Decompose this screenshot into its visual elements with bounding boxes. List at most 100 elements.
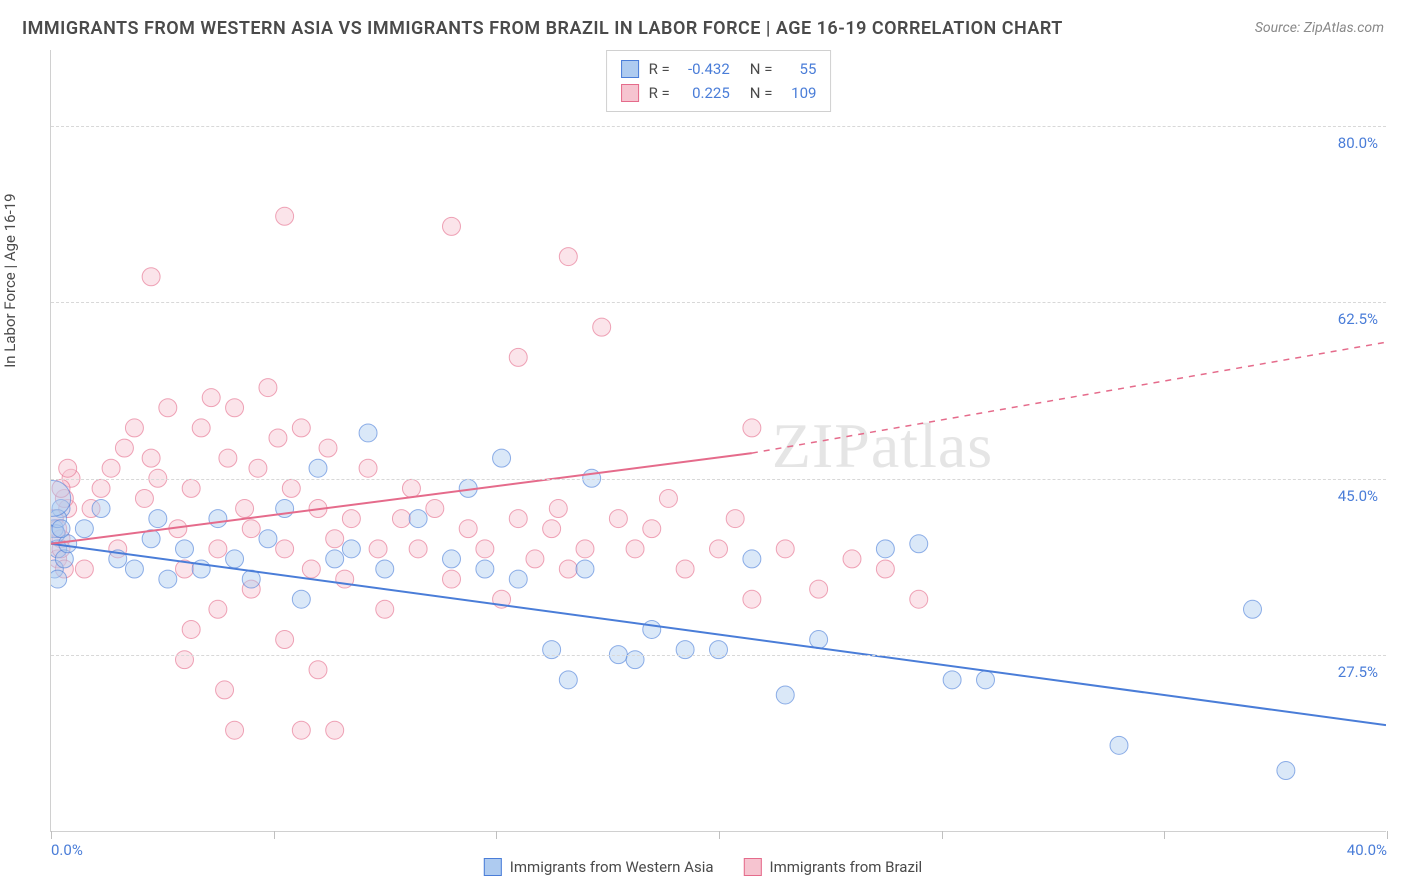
data-point	[443, 217, 461, 235]
legend-swatch	[484, 858, 502, 876]
y-tick-label: 62.5%	[1338, 310, 1378, 328]
gridline	[51, 655, 1386, 656]
data-point	[176, 651, 194, 669]
stats-legend-box: R = -0.432 N = 55 R = 0.225 N = 109	[606, 50, 832, 112]
data-point	[192, 419, 210, 437]
x-tick	[942, 831, 943, 839]
data-point	[426, 500, 444, 518]
data-point	[51, 570, 67, 588]
data-point	[810, 631, 828, 649]
x-tick	[274, 831, 275, 839]
data-point	[593, 318, 611, 336]
data-point	[643, 620, 661, 638]
data-point	[843, 550, 861, 568]
data-point	[125, 419, 143, 437]
data-point	[576, 560, 594, 578]
data-point	[292, 721, 310, 739]
data-point	[52, 520, 70, 538]
data-point	[543, 520, 561, 538]
stats-row: R = -0.432 N = 55	[621, 57, 817, 81]
data-point	[876, 560, 894, 578]
data-point	[292, 419, 310, 437]
data-point	[609, 510, 627, 528]
data-point	[549, 500, 567, 518]
data-point	[376, 600, 394, 618]
data-point	[209, 540, 227, 558]
stats-n-value: 55	[782, 57, 816, 81]
x-tick	[719, 831, 720, 839]
data-point	[302, 560, 320, 578]
legend-item: Immigrants from Brazil	[744, 858, 923, 876]
stats-n-value: 109	[782, 81, 816, 105]
stats-n-label: N =	[750, 81, 773, 105]
data-point	[75, 520, 93, 538]
data-point	[1110, 736, 1128, 754]
stats-r-label: R =	[649, 81, 670, 105]
x-tick-label: 0.0%	[51, 831, 83, 859]
data-point	[209, 600, 227, 618]
data-point	[509, 570, 527, 588]
data-point	[643, 520, 661, 538]
data-point	[676, 560, 694, 578]
data-point	[249, 459, 267, 477]
gridline	[51, 126, 1386, 127]
data-point	[159, 570, 177, 588]
data-point	[409, 540, 427, 558]
legend-item: Immigrants from Western Asia	[484, 858, 714, 876]
data-point	[75, 560, 93, 578]
data-point	[376, 560, 394, 578]
y-axis-label: In Labor Force | Age 16-19	[1, 193, 19, 367]
data-point	[276, 207, 294, 225]
trend-line-brazil-dashed	[752, 342, 1386, 453]
data-point	[810, 580, 828, 598]
data-point	[226, 399, 244, 417]
legend-label: Immigrants from Western Asia	[510, 858, 714, 876]
data-point	[219, 449, 237, 467]
data-point	[576, 540, 594, 558]
data-point	[276, 631, 294, 649]
stats-row: R = 0.225 N = 109	[621, 81, 817, 105]
data-point	[276, 540, 294, 558]
gridline	[51, 302, 1386, 303]
data-point	[182, 620, 200, 638]
data-point	[559, 671, 577, 689]
data-point	[710, 540, 728, 558]
data-point	[443, 570, 461, 588]
data-point	[216, 681, 234, 699]
data-point	[910, 535, 928, 553]
data-point	[309, 459, 327, 477]
data-point	[149, 510, 167, 528]
legend-label: Immigrants from Brazil	[770, 858, 923, 876]
data-point	[226, 721, 244, 739]
data-point	[92, 479, 110, 497]
data-point	[269, 429, 287, 447]
data-point	[509, 510, 527, 528]
data-point	[292, 590, 310, 608]
data-point	[342, 510, 360, 528]
data-point	[182, 479, 200, 497]
source-attribution: Source: ZipAtlas.com	[1255, 20, 1384, 36]
data-point	[326, 721, 344, 739]
data-point	[359, 459, 377, 477]
data-point	[1244, 600, 1262, 618]
data-point	[443, 550, 461, 568]
trend-line-western-asia	[51, 544, 1386, 725]
stats-n-label: N =	[750, 57, 773, 81]
data-point	[142, 449, 160, 467]
data-point	[209, 510, 227, 528]
scatter-plot-svg	[51, 50, 1386, 831]
legend-swatch	[744, 858, 762, 876]
data-point	[402, 479, 420, 497]
data-point	[977, 671, 995, 689]
data-point	[59, 459, 77, 477]
data-point	[135, 489, 153, 507]
data-point	[743, 419, 761, 437]
data-point	[776, 686, 794, 704]
data-point	[242, 520, 260, 538]
data-point	[943, 671, 961, 689]
data-point	[176, 540, 194, 558]
gridline	[51, 479, 1386, 480]
data-point	[910, 590, 928, 608]
data-point	[326, 550, 344, 568]
data-point	[392, 510, 410, 528]
